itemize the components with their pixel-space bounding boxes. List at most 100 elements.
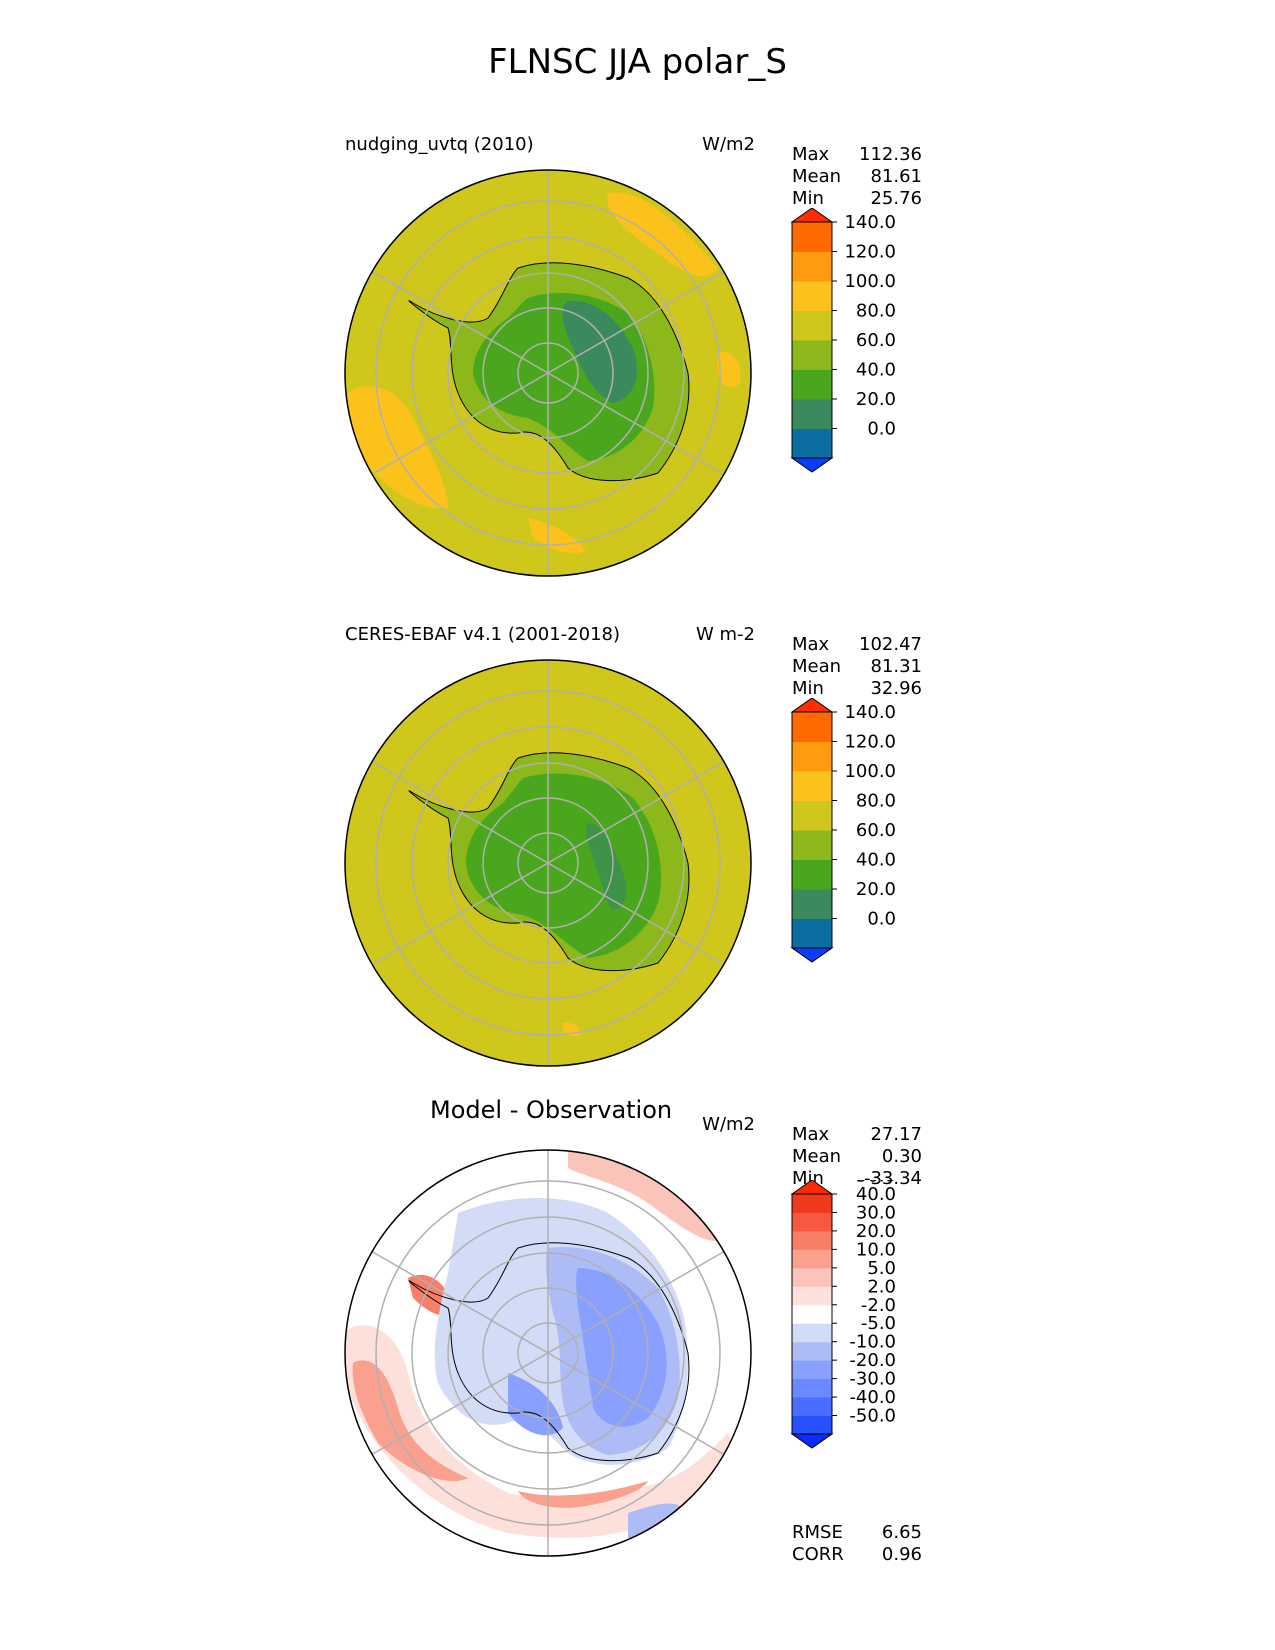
colorbar-tick-label: 80.0: [856, 791, 896, 812]
colorbar-segment: [792, 399, 832, 429]
colorbar-tick-label: 60.0: [856, 820, 896, 841]
min-value: 25.76: [870, 188, 922, 209]
colorbar-tick-label: 2.0: [867, 1276, 896, 1297]
colorbar-extension-max: [790, 208, 834, 223]
antarctica-dome: [585, 823, 627, 910]
colorbar-segment: [792, 1249, 832, 1269]
max-value: 112.36: [859, 144, 922, 165]
colorbar-segment: [792, 1360, 832, 1380]
colorbar-segment: [792, 1341, 832, 1361]
colorbar: -50.0-40.0-30.0-20.0-10.0-5.0-2.02.05.01…: [790, 1180, 896, 1449]
colorbar-tick-label: -50.0: [849, 1406, 896, 1427]
high-flux-region: [718, 352, 741, 388]
stats-box: Max 27.17 Mean 0.30 Min -33.34: [792, 1124, 922, 1190]
antarctica-coastline: [408, 1242, 690, 1462]
figure-title: FLNSC JJA polar_S: [488, 42, 787, 82]
colorbar-extension-max: [790, 698, 834, 713]
mean-label: Mean: [792, 1146, 842, 1167]
map-boundary: [344, 169, 752, 577]
colorbar-tick-label: 40.0: [856, 1184, 896, 1205]
colorbar-extension-min: [790, 457, 834, 473]
colorbar-segment: [792, 830, 832, 860]
polar-map-model: [344, 169, 752, 577]
colorbar-tick-label: 40.0: [856, 360, 896, 381]
positive-anomaly: [352, 1360, 468, 1482]
colorbar-segment: [792, 340, 832, 370]
colorbar-tick-label: 50.0: [856, 1180, 896, 1187]
max-label: Max: [792, 1124, 830, 1145]
colorbar-segment: [792, 1415, 832, 1435]
colorbar-segment: [792, 251, 832, 282]
min-label: Min: [792, 188, 824, 209]
colorbar-segment: [792, 222, 832, 252]
colorbar-tick-label: -5.0: [861, 1313, 896, 1334]
graticule: [370, 1150, 726, 1556]
colorbar-tick-label: 0.0: [867, 909, 896, 930]
colorbar-segment: [792, 771, 832, 801]
colorbar-tick-label: 40.0: [856, 850, 896, 871]
panel-title: CERES-EBAF v4.1 (2001-2018): [345, 624, 621, 645]
mean-label: Mean: [792, 656, 842, 677]
colorbar-segment: [792, 1323, 832, 1343]
colorbar-tick-label: 10.0: [856, 1239, 896, 1260]
colorbar-segment: [792, 1286, 832, 1306]
colorbar-tick-label: 120.0: [844, 732, 896, 753]
graticule: [370, 170, 726, 576]
max-label: Max: [792, 144, 830, 165]
colorbar-segment: [792, 859, 832, 890]
colorbar-segment: [792, 918, 832, 949]
colorbar-tick-label: -20.0: [849, 1350, 896, 1371]
colorbar-extension-min: [790, 947, 834, 963]
map-boundary: [344, 659, 752, 1067]
colorbar-tick-label: 80.0: [856, 301, 896, 322]
colorbar-segment: [792, 1230, 832, 1250]
min-value: 32.96: [870, 678, 922, 699]
colorbar-tick-label: 100.0: [844, 761, 896, 782]
colorbar-tick-label: 0.0: [867, 419, 896, 440]
colorbar-segment: [792, 1304, 832, 1324]
positive-anomaly: [568, 1150, 728, 1242]
polar-map-difference: [344, 1149, 752, 1557]
corr-label: CORR: [792, 1544, 844, 1565]
colorbar-segment: [792, 310, 832, 341]
colorbar-tick-label: 140.0: [844, 212, 896, 233]
panel-observation: CERES-EBAF v4.1 (2001-2018) W m-2 Max 102…: [0, 610, 1275, 1100]
min-value: -33.34: [863, 1168, 922, 1189]
colorbar-tick-label: 5.0: [867, 1258, 896, 1279]
colorbar-segment: [792, 889, 832, 919]
colorbar-tick-label: -2.0: [861, 1295, 896, 1316]
colorbar-segment: [792, 369, 832, 400]
colorbar-tick-label: -30.0: [849, 1369, 896, 1390]
rmse-label: RMSE: [792, 1522, 843, 1543]
max-label: Max: [792, 634, 830, 655]
colorbar-tick-label: 20.0: [856, 879, 896, 900]
stats-box: Max 102.47 Mean 81.31 Min 32.96: [792, 634, 922, 700]
high-flux-region: [607, 192, 718, 277]
negative-anomaly: [508, 1373, 563, 1436]
max-value: 27.17: [870, 1124, 922, 1145]
mean-value: 81.31: [870, 656, 922, 677]
colorbar-segment: [792, 1378, 832, 1398]
colorbar-segment: [792, 1267, 832, 1287]
antarctica-coastline: [408, 262, 690, 482]
colorbar-tick-label: -40.0: [849, 1387, 896, 1408]
polar-map-observation: [344, 659, 752, 1067]
positive-anomaly: [518, 1481, 648, 1508]
colorbar-extension-max: [790, 1180, 834, 1195]
colorbar-tick-label: 60.0: [856, 330, 896, 351]
panel-units: W/m2: [702, 134, 755, 155]
colorbar-tick-label: 100.0: [844, 271, 896, 292]
colorbar-segment: [792, 712, 832, 742]
panel-units: W/m2: [702, 1114, 755, 1135]
corr-value: 0.96: [881, 1544, 922, 1565]
graticule: [370, 660, 726, 1066]
colorbar-extension-min: [790, 1433, 834, 1449]
mean-label: Mean: [792, 166, 842, 187]
colorbar-segment: [792, 800, 832, 831]
colorbar-segment: [792, 741, 832, 772]
min-label: Min: [792, 678, 824, 699]
colorbar-segment: [792, 1212, 832, 1232]
positive-anomaly: [345, 1325, 731, 1538]
